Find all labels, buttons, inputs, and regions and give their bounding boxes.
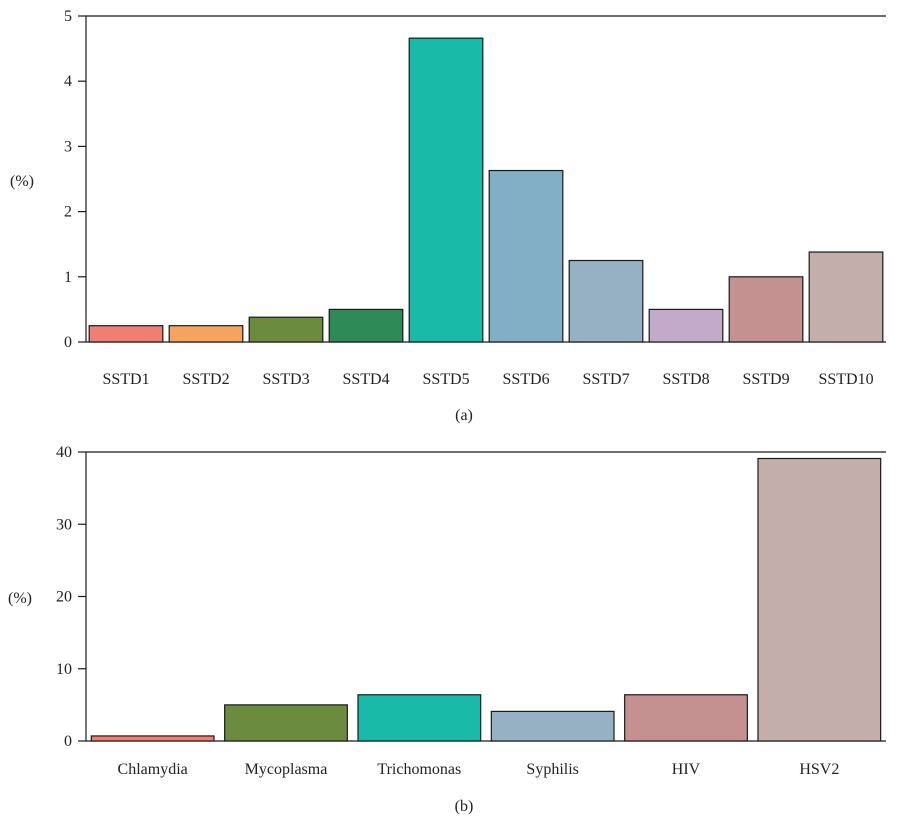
chart-a-bar-sstd9 [728, 276, 804, 343]
chart-a: (%) (a) 0 1 2 3 4 5 SSTD1 SSTD2 SSTD3 SSTD4 SSTD5 S… [10, 8, 886, 424]
chart-b-bar-hiv [624, 694, 748, 742]
chart-a-caption: (a) [455, 407, 473, 424]
chart-b-y-tick-label: 20 [56, 589, 72, 606]
chart-a-bar-sstd2 [168, 325, 244, 343]
chart-a-y-tick-label: 1 [64, 269, 72, 286]
chart-b-category-label: Syphilis [526, 761, 578, 778]
chart-b-y-tick-label: 10 [56, 661, 72, 678]
chart-a-y-tick-label: 5 [64, 8, 72, 25]
chart-b-category-label: Trichomonas [377, 761, 461, 778]
chart-a-bar-sstd7 [568, 259, 644, 343]
chart-b-y-tick-label: 40 [56, 444, 72, 461]
chart-a-bar-sstd4 [328, 308, 404, 343]
chart-a-bar-sstd5 [408, 37, 484, 343]
chart-a-y-tick-label: 4 [64, 73, 72, 90]
chart-a-bar-sstd1 [88, 325, 164, 343]
chart-a-category-label: SSTD1 [102, 371, 149, 388]
chart-a-category-label: SSTD3 [262, 371, 309, 388]
chart-a-category-label: SSTD5 [422, 371, 469, 388]
chart-a-axes [85, 15, 886, 343]
chart-a-category-label: SSTD4 [342, 371, 389, 388]
chart-a-category-label: SSTD7 [582, 371, 629, 388]
chart-b-category-label: Chlamydia [118, 761, 188, 778]
chart-b-bar-mycoplasma [224, 704, 348, 742]
chart-b-bar-chlamydia [90, 735, 215, 742]
chart-a-y-tick-label: 3 [64, 138, 72, 155]
chart-b-y-axis-label: (%) [8, 590, 32, 607]
chart-b-bar-syphilis [490, 710, 615, 742]
chart-b-category-label: HSV2 [799, 761, 839, 778]
chart-b: (%) (b) 0 10 20 30 40 Chlamydia Mycoplasma Tric… [8, 444, 886, 815]
chart-a-bar-sstd3 [248, 316, 324, 343]
chart-a-category-label: SSTD10 [818, 371, 873, 388]
chart-a-category-label: SSTD6 [502, 371, 549, 388]
chart-a-y-tick-label: 0 [64, 334, 72, 351]
chart-a-category-label: SSTD8 [662, 371, 709, 388]
chart-a-bar-sstd10 [808, 251, 884, 343]
chart-b-bar-trichomonas [357, 694, 482, 742]
chart-a-category-label: SSTD2 [182, 371, 229, 388]
chart-a-y-axis-label: (%) [10, 173, 34, 190]
chart-b-bar-hsv2 [757, 457, 882, 742]
chart-a-y-tick-label: 2 [64, 204, 72, 221]
chart-b-category-label: HIV [672, 761, 701, 778]
chart-b-caption: (b) [455, 798, 474, 815]
chart-a-bar-sstd8 [648, 308, 724, 343]
chart-a-category-label: SSTD9 [742, 371, 789, 388]
chart-b-category-label: Mycoplasma [245, 761, 328, 778]
chart-b-y-tick-label: 0 [64, 733, 72, 750]
chart-a-bar-sstd6 [488, 169, 564, 343]
chart-b-y-tick-label: 30 [56, 516, 72, 533]
